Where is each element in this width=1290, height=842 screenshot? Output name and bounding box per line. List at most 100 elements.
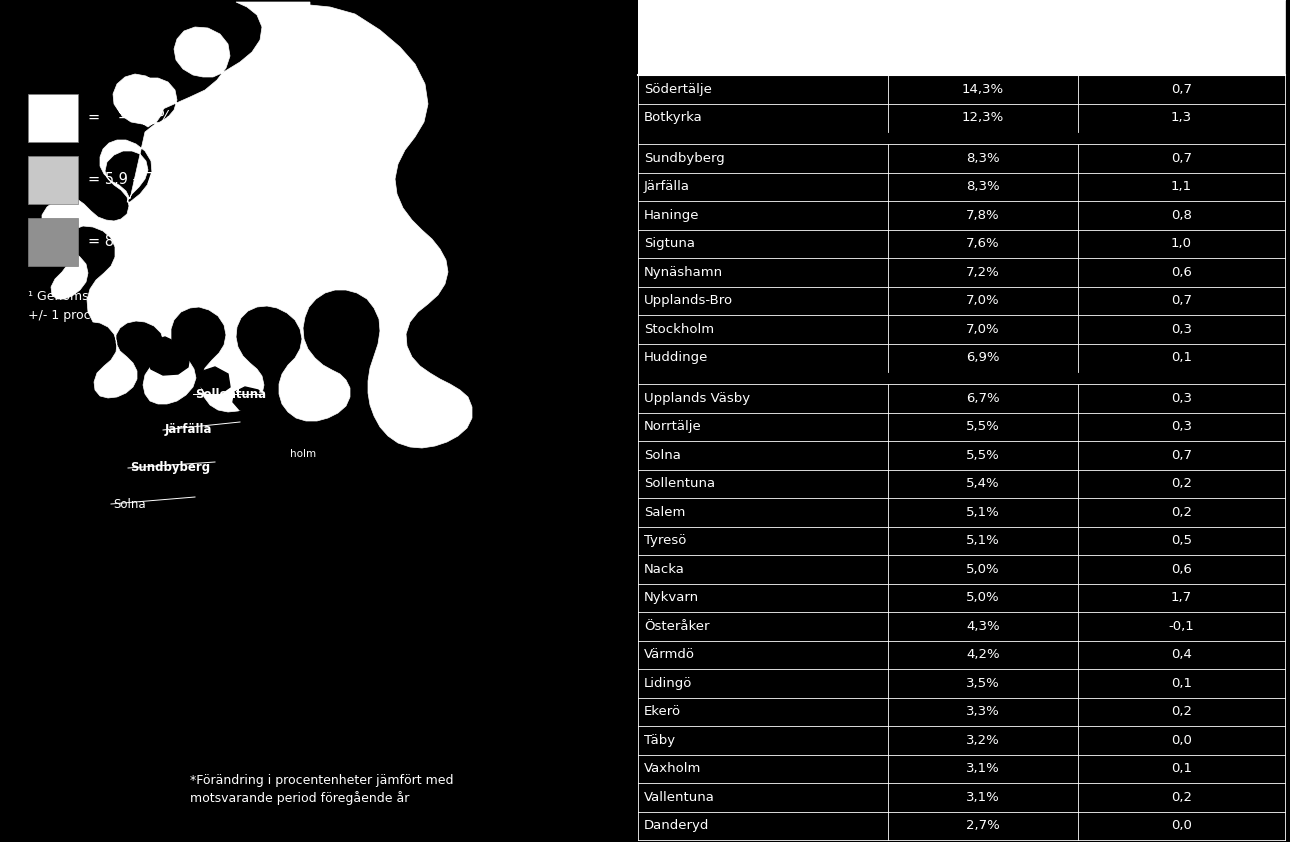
Text: 4,2%: 4,2% xyxy=(966,648,1000,661)
Text: 4,3%: 4,3% xyxy=(966,620,1000,632)
Text: 1,1: 1,1 xyxy=(1171,180,1192,194)
Text: =    – 5,8 %: = – 5,8 % xyxy=(88,110,172,125)
Bar xyxy=(639,526,1285,555)
Text: 0,0: 0,0 xyxy=(1171,819,1192,832)
Text: 0,6: 0,6 xyxy=(1171,266,1192,279)
Text: 0,7: 0,7 xyxy=(1171,294,1192,307)
Text: 7,8%: 7,8% xyxy=(966,209,1000,221)
Text: Tyresö: Tyresö xyxy=(644,535,686,547)
Bar xyxy=(28,156,77,204)
Text: 7,0%: 7,0% xyxy=(966,322,1000,336)
Text: 5,0%: 5,0% xyxy=(966,591,1000,605)
Text: 3,2%: 3,2% xyxy=(966,733,1000,747)
Bar xyxy=(639,669,1285,697)
Text: 5,5%: 5,5% xyxy=(966,420,1000,434)
Text: 0,3: 0,3 xyxy=(1171,392,1192,405)
Text: 0,8: 0,8 xyxy=(1171,209,1192,221)
Text: 0,3: 0,3 xyxy=(1171,322,1192,336)
Text: = 5,9 – 7,9 %¹: = 5,9 – 7,9 %¹ xyxy=(88,173,192,188)
Text: Upplands-Bro: Upplands-Bro xyxy=(644,294,733,307)
Bar xyxy=(639,555,1285,584)
Text: Nacka: Nacka xyxy=(644,562,685,576)
Text: -0,1: -0,1 xyxy=(1169,620,1195,632)
Bar xyxy=(639,584,1285,612)
Text: Danderyd: Danderyd xyxy=(384,412,436,422)
Text: = 8,0 % –: = 8,0 % – xyxy=(88,235,159,249)
Text: Vaxholm: Vaxholm xyxy=(644,762,702,775)
Bar xyxy=(639,315,1285,344)
Text: 3,1%: 3,1% xyxy=(966,791,1000,804)
Text: Sundbyberg: Sundbyberg xyxy=(644,152,725,165)
Text: Sigtuna: Sigtuna xyxy=(644,237,695,250)
Text: 6,9%: 6,9% xyxy=(966,351,1000,365)
Bar xyxy=(639,75,1285,104)
Text: 3,1%: 3,1% xyxy=(966,762,1000,775)
Bar xyxy=(639,372,1285,384)
Text: 0,7: 0,7 xyxy=(1171,83,1192,96)
Text: Upplands Väsby: Upplands Väsby xyxy=(644,392,749,405)
Text: Lidingö: Lidingö xyxy=(400,432,439,442)
Bar xyxy=(639,498,1285,526)
Text: 0,2: 0,2 xyxy=(1171,477,1192,490)
Text: 0,7: 0,7 xyxy=(1171,152,1192,165)
Text: Botkyrka: Botkyrka xyxy=(644,111,703,125)
Text: holm: holm xyxy=(290,449,316,459)
Bar xyxy=(639,230,1285,258)
Text: Solna: Solna xyxy=(114,498,146,510)
Polygon shape xyxy=(43,2,472,448)
Text: Täby: Täby xyxy=(644,733,675,747)
Text: Lidingö: Lidingö xyxy=(644,677,693,690)
Polygon shape xyxy=(199,367,230,394)
Bar xyxy=(639,144,1285,173)
Text: Haninge: Haninge xyxy=(644,209,699,221)
Bar xyxy=(28,94,77,142)
Bar xyxy=(639,783,1285,812)
Text: 12,3%: 12,3% xyxy=(962,111,1004,125)
Text: Järfälla: Järfälla xyxy=(644,180,690,194)
Bar xyxy=(639,413,1285,441)
Text: 5,0%: 5,0% xyxy=(966,562,1000,576)
Text: 0,1: 0,1 xyxy=(1171,677,1192,690)
Bar xyxy=(639,641,1285,669)
Text: Sollentuna: Sollentuna xyxy=(195,387,266,401)
Text: Ekerö: Ekerö xyxy=(644,706,681,718)
Text: 0,7: 0,7 xyxy=(1171,449,1192,461)
Text: Solna: Solna xyxy=(644,449,681,461)
Text: Danderyd: Danderyd xyxy=(644,819,710,832)
Bar xyxy=(639,0,1285,75)
Text: 14,3%: 14,3% xyxy=(962,83,1004,96)
Bar xyxy=(639,726,1285,754)
Text: Stockholm: Stockholm xyxy=(644,322,715,336)
Text: Sollentuna: Sollentuna xyxy=(644,477,715,490)
Text: +/- 1 procentenhet: +/- 1 procentenhet xyxy=(28,309,147,322)
Text: 0,1: 0,1 xyxy=(1171,351,1192,365)
Text: 7,0%: 7,0% xyxy=(966,294,1000,307)
Bar xyxy=(639,173,1285,201)
Bar xyxy=(639,132,1285,144)
Text: ¹ Genomsnitt för länet: ¹ Genomsnitt för länet xyxy=(28,290,166,303)
Text: Vallentuna: Vallentuna xyxy=(644,791,715,804)
Text: Huddinge: Huddinge xyxy=(644,351,708,365)
Text: Järfälla: Järfälla xyxy=(165,424,213,436)
Bar xyxy=(639,104,1285,132)
Text: Nykvarn: Nykvarn xyxy=(644,591,699,605)
Bar xyxy=(639,258,1285,286)
Text: Sundbyberg: Sundbyberg xyxy=(130,461,210,475)
Text: 3,5%: 3,5% xyxy=(966,677,1000,690)
Text: Nynäshamn: Nynäshamn xyxy=(644,266,724,279)
Bar xyxy=(28,218,77,266)
Text: Österåker: Österåker xyxy=(644,620,710,632)
Text: 8,3%: 8,3% xyxy=(966,180,1000,194)
Bar xyxy=(639,470,1285,498)
Text: 0,2: 0,2 xyxy=(1171,506,1192,519)
Text: 7,6%: 7,6% xyxy=(966,237,1000,250)
Text: 0,4: 0,4 xyxy=(1171,648,1192,661)
Text: 1,7: 1,7 xyxy=(1171,591,1192,605)
Text: 0,6: 0,6 xyxy=(1171,562,1192,576)
Bar xyxy=(639,201,1285,230)
Text: 7,2%: 7,2% xyxy=(966,266,1000,279)
Bar xyxy=(639,612,1285,641)
Text: Up: Up xyxy=(290,389,306,399)
Text: Norrtälje: Norrtälje xyxy=(644,420,702,434)
Bar xyxy=(639,344,1285,372)
